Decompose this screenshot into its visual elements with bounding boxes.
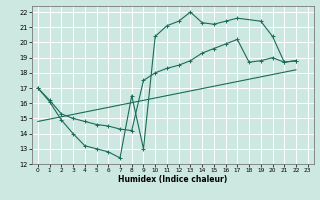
X-axis label: Humidex (Indice chaleur): Humidex (Indice chaleur) — [118, 175, 228, 184]
